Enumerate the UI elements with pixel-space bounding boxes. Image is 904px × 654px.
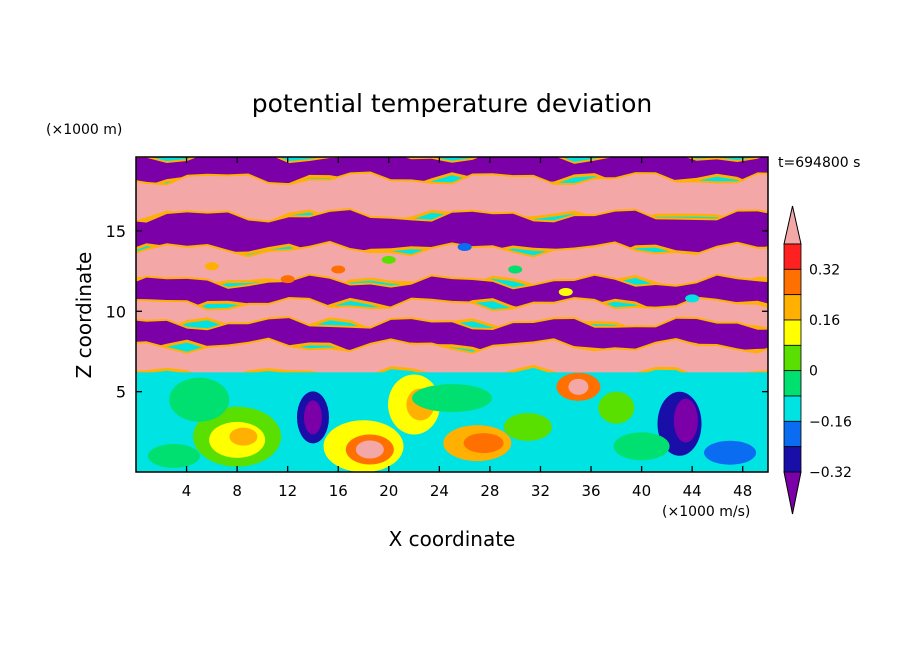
colorbar: 0.32 0.16 0 −0.16 −0.32	[783, 205, 852, 515]
y-tick-label: 5	[116, 383, 126, 402]
x-tick-label: 12	[278, 482, 297, 500]
eddy	[412, 384, 492, 413]
colorbar-box	[783, 319, 802, 346]
x-tick-label: 20	[379, 482, 398, 500]
x-tick-label: 28	[480, 482, 499, 500]
anomaly-spot	[381, 255, 396, 264]
y-tick-label: 15	[106, 222, 126, 241]
x-tick-label: 32	[531, 482, 550, 500]
eddy	[463, 433, 504, 454]
y-axis-label: Z coordinate	[72, 252, 96, 379]
colorbar-box	[783, 395, 802, 422]
anomaly-spot	[457, 243, 472, 251]
x-axis: 4 8 12 16 20 24 28 32 36 40 44 48	[182, 157, 752, 500]
x-tick-label: 48	[733, 482, 752, 500]
temperature-band	[136, 318, 768, 354]
colorbar-label: −0.32	[809, 465, 852, 481]
chart-title: potential temperature deviation	[252, 89, 652, 118]
eddy	[598, 391, 635, 424]
x-axis-label: X coordinate	[389, 527, 516, 551]
colorbar-box	[783, 344, 802, 372]
anomaly-spot	[204, 262, 219, 271]
lower-eddies	[136, 372, 768, 472]
colorbar-extend-top	[783, 205, 802, 245]
x-tick-label: 4	[182, 482, 192, 500]
colorbar-box	[783, 268, 802, 296]
x-tick-label: 24	[430, 482, 449, 500]
colorbar-box	[783, 446, 802, 473]
x-unit-label: (×1000 m/s)	[662, 504, 750, 520]
eddy	[169, 377, 230, 422]
anomaly-spot	[508, 265, 523, 274]
upper-bands	[136, 157, 768, 383]
colorbar-box	[783, 294, 802, 321]
y-tick-label: 10	[106, 302, 126, 321]
eddy	[613, 432, 670, 461]
eddy	[568, 378, 589, 395]
contour-field	[136, 157, 768, 472]
eddy	[147, 443, 200, 468]
y-unit-label: (×1000 m)	[46, 122, 122, 138]
colorbar-label: −0.16	[809, 414, 852, 430]
colorbar-label: 0	[809, 364, 818, 380]
time-label: t=694800 s	[778, 155, 860, 171]
colorbar-box	[783, 243, 802, 270]
x-tick-label: 40	[632, 482, 651, 500]
colorbar-extend-bottom	[783, 471, 802, 515]
colorbar-box	[783, 370, 802, 397]
colorbar-label: 0.32	[809, 262, 840, 278]
eddy	[229, 427, 258, 446]
plot-frame	[135, 156, 769, 473]
colorbar-box	[783, 420, 802, 448]
colorbar-label: 0.16	[809, 313, 840, 329]
anomaly-spot	[280, 275, 295, 284]
anomaly-spot	[685, 294, 700, 303]
eddy	[355, 440, 384, 459]
x-tick-label: 44	[683, 482, 702, 500]
anomaly-spot	[558, 288, 573, 296]
x-tick-label: 16	[329, 482, 348, 500]
x-tick-label: 36	[581, 482, 600, 500]
anomaly-spot	[331, 265, 346, 274]
eddy	[303, 400, 322, 435]
eddy	[704, 440, 757, 465]
x-tick-label: 8	[232, 482, 242, 500]
eddy	[503, 413, 552, 441]
y-axis: 5 10 15	[106, 222, 768, 402]
temperature-band	[136, 339, 768, 380]
eddy	[673, 398, 698, 443]
